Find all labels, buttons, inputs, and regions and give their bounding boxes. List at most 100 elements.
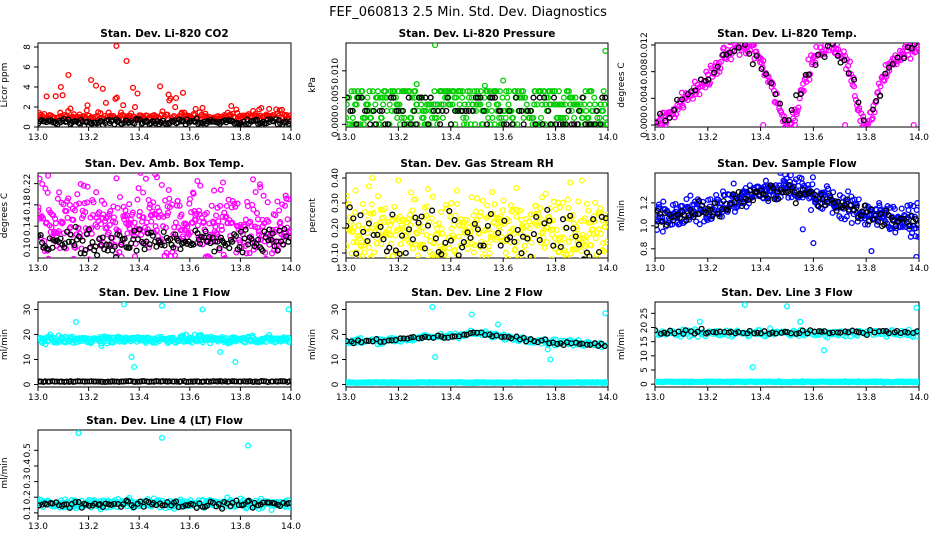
data-point (178, 226, 186, 233)
data-point (854, 218, 861, 225)
data-point (184, 223, 191, 230)
data-point (552, 121, 560, 127)
data-point (167, 95, 174, 102)
data-point (116, 193, 124, 201)
data-point (597, 121, 604, 127)
data-point (409, 236, 416, 243)
chart-title: Stan. Dev. Li-820 Pressure (399, 28, 556, 40)
data-point (838, 215, 845, 222)
data-point (434, 101, 441, 108)
data-point (112, 95, 119, 102)
data-point (829, 43, 836, 48)
plot-frame (345, 42, 609, 128)
data-point (508, 107, 515, 114)
data-point (74, 191, 81, 198)
y-tick-label: 0.4 (23, 459, 33, 474)
data-point (522, 94, 529, 101)
data-point (914, 378, 919, 385)
data-point (488, 107, 495, 114)
data-point (447, 213, 454, 220)
data-point (194, 230, 201, 237)
data-point (869, 216, 876, 223)
data-point (662, 117, 669, 124)
data-point (542, 190, 549, 197)
data-point (433, 114, 440, 121)
data-point (604, 379, 608, 386)
data-point (402, 249, 409, 257)
data-point (912, 216, 919, 223)
data-point (86, 226, 93, 233)
data-point (190, 190, 197, 197)
data-point (356, 235, 363, 242)
data-point (217, 186, 224, 193)
y-tick-label: 0.2 (23, 490, 33, 504)
data-point (711, 69, 718, 76)
data-point (346, 94, 353, 101)
data-point (514, 207, 521, 215)
data-point (578, 177, 585, 184)
data-point (281, 226, 288, 233)
data-point (544, 94, 552, 101)
data-point (550, 198, 557, 205)
data-point (38, 118, 44, 125)
data-point (61, 244, 68, 251)
y-tick-label: 0 (23, 124, 33, 130)
data-point (783, 175, 790, 182)
data-point (149, 232, 156, 239)
data-point (219, 378, 226, 385)
data-point (229, 219, 236, 226)
data-point (535, 121, 543, 127)
data-point (92, 378, 99, 385)
data-point (253, 210, 261, 217)
data-point (378, 240, 385, 247)
data-point (370, 231, 377, 239)
data-point (456, 222, 463, 229)
data-point (447, 121, 455, 127)
data-point (346, 243, 350, 250)
data-point (60, 201, 67, 208)
y-axis-label: degrees C (617, 62, 627, 107)
data-point (600, 240, 607, 247)
data-point (869, 106, 877, 113)
data-point (575, 198, 582, 205)
data-point (588, 242, 595, 249)
data-point (140, 189, 147, 196)
data-point (586, 101, 593, 108)
series-line-4-ref (38, 497, 291, 512)
data-point (916, 36, 921, 41)
data-point (150, 199, 157, 206)
y-tick-label: 10 (640, 350, 650, 362)
data-point (568, 121, 575, 127)
data-point (485, 101, 492, 108)
x-tick-label: 13.6 (180, 264, 200, 274)
data-point (524, 235, 531, 242)
data-point (116, 232, 123, 239)
data-point (460, 121, 468, 127)
data-point (39, 215, 47, 222)
data-point (120, 378, 127, 385)
data-point (914, 328, 919, 335)
data-point (845, 70, 852, 77)
data-point (134, 236, 141, 243)
data-point (809, 174, 816, 181)
data-point (365, 337, 372, 345)
data-point (421, 333, 428, 340)
data-point (710, 328, 717, 336)
data-point (865, 120, 872, 127)
data-point (777, 173, 784, 176)
data-point (353, 238, 360, 246)
data-point (167, 236, 174, 243)
data-point (493, 88, 500, 95)
data-point (415, 276, 420, 281)
data-point (585, 114, 592, 121)
data-point (70, 216, 77, 223)
data-point (79, 237, 86, 244)
data-point (284, 216, 291, 223)
data-point (130, 504, 137, 511)
data-point (880, 327, 887, 334)
data-point (901, 328, 909, 335)
data-point (572, 233, 579, 240)
data-point (531, 260, 536, 265)
data-point (364, 101, 372, 108)
data-point (474, 226, 481, 233)
